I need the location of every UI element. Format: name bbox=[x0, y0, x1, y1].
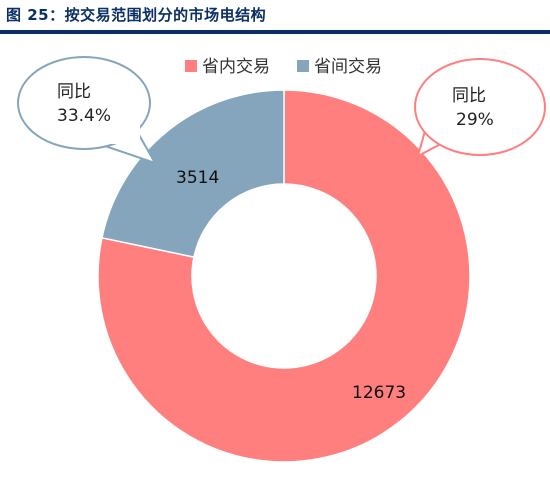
callout-province-ellipse bbox=[414, 58, 546, 156]
callout-interprovince: 同比 33.4% bbox=[17, 56, 156, 164]
data-label-interprovince: 3514 bbox=[176, 168, 219, 188]
legend-label-province: 省内交易 bbox=[202, 57, 270, 77]
legend: 省内交易 省间交易 bbox=[185, 57, 382, 77]
slice-interprovince bbox=[101, 89, 285, 258]
legend-swatch-interprovince bbox=[297, 60, 309, 72]
title-divider bbox=[0, 30, 550, 34]
donut-slices bbox=[97, 89, 471, 463]
callout-province-line1: 同比 bbox=[452, 86, 486, 106]
callout-interprovince-line1: 同比 bbox=[57, 82, 91, 102]
legend-label-interprovince: 省间交易 bbox=[314, 57, 382, 77]
data-label-province: 12673 bbox=[352, 383, 406, 403]
callout-interprovince-line2: 33.4% bbox=[57, 106, 111, 126]
chart-title: 图 25：按交易范围划分的市场电结构 bbox=[6, 6, 267, 24]
legend-swatch-province bbox=[185, 60, 197, 72]
callout-province-line2: 29% bbox=[456, 110, 494, 130]
callout-province: 同比 29% bbox=[414, 58, 546, 157]
slice-province bbox=[97, 89, 471, 463]
